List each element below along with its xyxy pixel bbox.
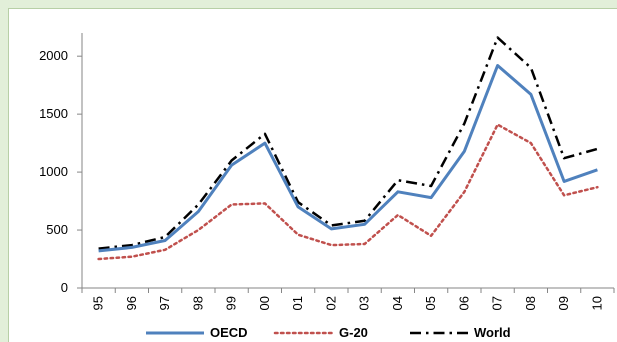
x-tick-label: 10 [589, 296, 604, 310]
x-tick-label: 99 [224, 296, 239, 310]
y-tick-label: 1500 [39, 106, 68, 121]
x-tick-label: 00 [257, 296, 272, 310]
x-tick-label: 08 [523, 296, 538, 310]
chart-legend: OECD G-20 World [146, 325, 511, 340]
x-tick-label: 95 [91, 296, 106, 310]
legend-label: G-20 [339, 325, 368, 340]
y-tick-label: 2000 [39, 48, 68, 63]
x-tick-label: 07 [490, 296, 505, 310]
series-line-world [99, 38, 598, 249]
series-line-g-20 [99, 125, 598, 259]
x-tick-labels: 95 96 97 98 99 00 01 02 03 04 05 06 07 08 09 10 [91, 296, 605, 310]
y-tick-label: 1000 [39, 164, 68, 179]
series-lines [99, 38, 598, 259]
y-tick-label: 0 [61, 280, 68, 295]
y-tick-label: 500 [46, 222, 68, 237]
x-tick-label: 03 [357, 296, 372, 310]
x-tick-label: 05 [423, 296, 438, 310]
x-tick-label: 06 [456, 296, 471, 310]
y-tick-labels: 0 500 1000 1500 2000 [39, 48, 68, 295]
legend-label: World [474, 325, 511, 340]
x-tick-label: 04 [390, 296, 405, 310]
legend-label: OECD [210, 325, 248, 340]
x-tick-label: 98 [190, 296, 205, 310]
x-tick-label: 01 [290, 296, 305, 310]
x-tick-label: 09 [556, 296, 571, 310]
x-tick-label: 96 [124, 296, 139, 310]
x-tick-label: 97 [157, 296, 172, 310]
x-tick-label: 02 [323, 296, 338, 310]
